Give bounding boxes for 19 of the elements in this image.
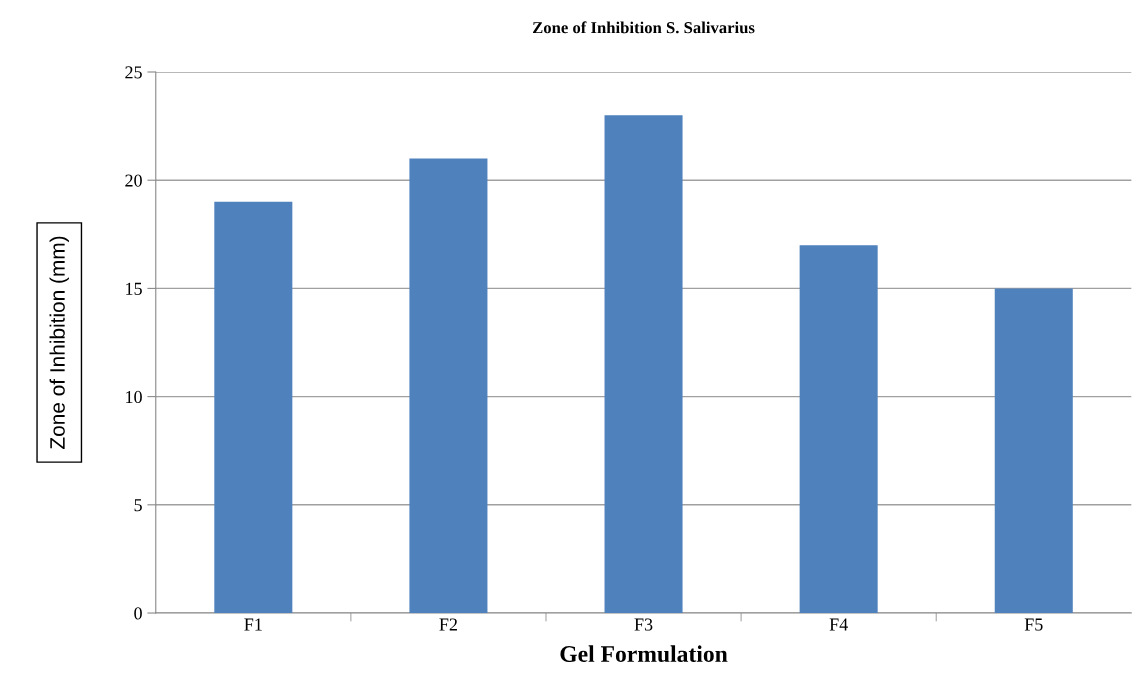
bar [994, 288, 1073, 614]
y-tick-label: 15 [126, 282, 142, 295]
x-tick-label: F2 [439, 618, 457, 631]
x-tick-label: F3 [634, 618, 653, 631]
y-tick-label: 0 [134, 607, 142, 620]
x-tick-label: F1 [244, 618, 262, 631]
x-tick-label: F4 [829, 618, 848, 631]
y-tick-label: 20 [125, 174, 142, 187]
bar [409, 158, 488, 614]
y-tick-label: 5 [134, 499, 142, 512]
bar [799, 245, 878, 614]
y-tick-label: 25 [125, 66, 142, 79]
y-tick-label: 10 [126, 390, 142, 404]
bar [214, 201, 293, 614]
y-axis-title: Zone of Inhibition (mm) [49, 236, 69, 449]
chart-title: Zone of Inhibition S. Salivarius [532, 21, 755, 34]
x-tick-label: F5 [1024, 618, 1043, 631]
bar [604, 115, 683, 614]
x-axis-title: Gel Formulation [560, 645, 728, 663]
